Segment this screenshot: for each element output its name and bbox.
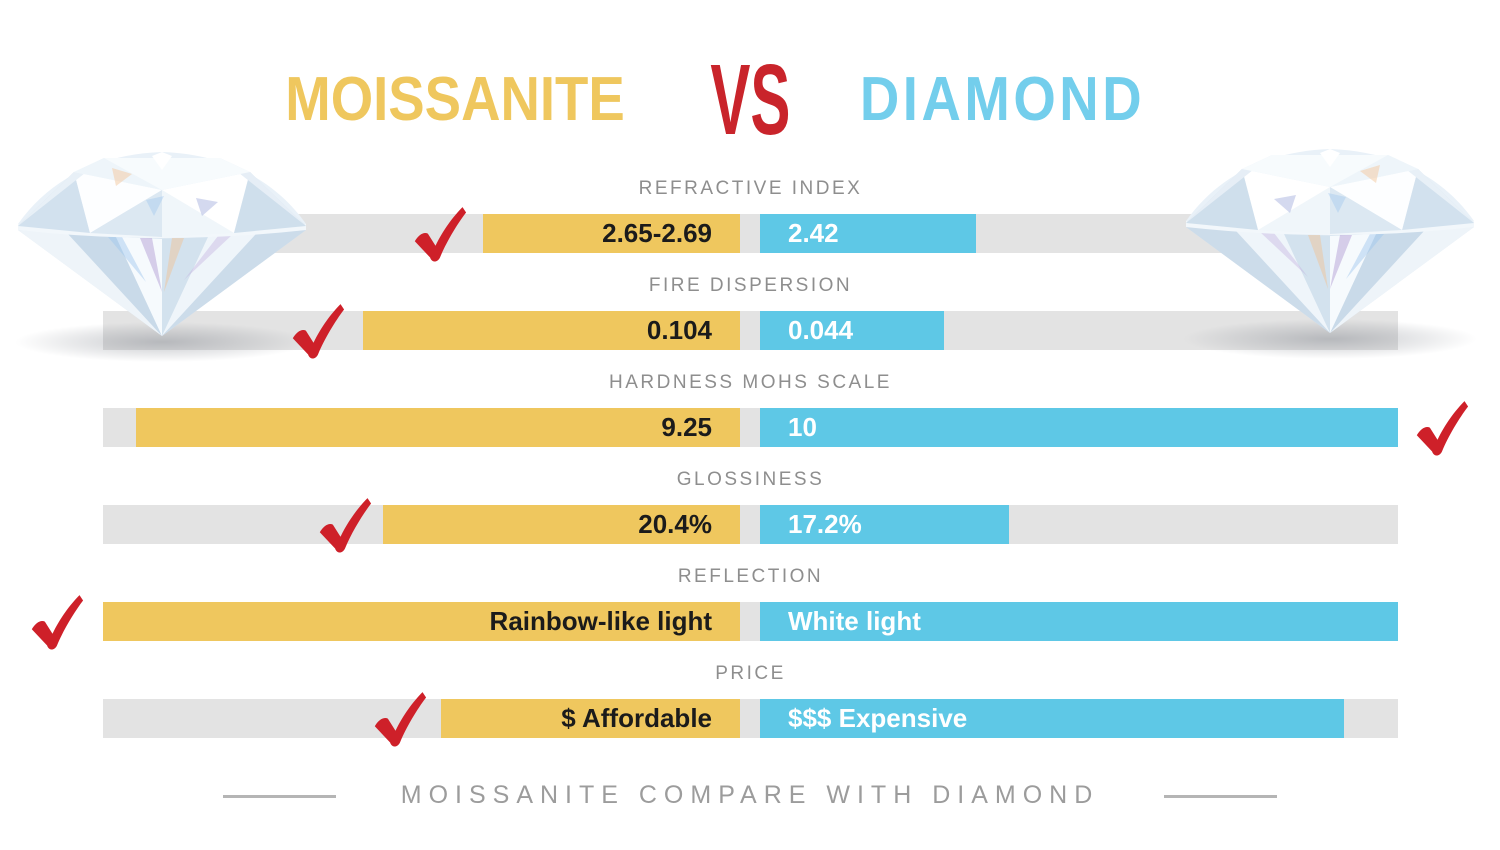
winner-checkmark-icon <box>374 692 427 747</box>
moissanite-value: Rainbow-like light <box>489 606 712 636</box>
winner-checkmark-icon <box>414 207 467 262</box>
moissanite-value-bar: 0.104 <box>363 311 740 350</box>
diamond-value: 17.2% <box>788 509 862 539</box>
moissanite-value: 0.104 <box>646 315 712 345</box>
moissanite-value-bar: 9.25 <box>136 408 740 447</box>
category-label: REFRACTIVE INDEX <box>638 178 863 199</box>
diamond-value-bar: 2.42 <box>760 214 976 253</box>
moissanite-value: 2.65-2.69 <box>602 218 712 248</box>
comparison-row: FIRE DISPERSION 0.104 0.044 <box>103 275 1398 359</box>
comparison-row: PRICE $ Affordable $$$ Expensive <box>103 663 1398 747</box>
category-label: GLOSSINESS <box>676 469 825 490</box>
diamond-value-bar: White light <box>760 602 1398 641</box>
moissanite-value: $ Affordable <box>561 703 712 733</box>
bar-track: $ Affordable $$$ Expensive <box>103 692 1398 747</box>
category-label: REFLECTION <box>677 566 824 587</box>
diamond-gem-photo <box>1176 137 1484 363</box>
comparison-row: REFLECTION Rainbow-like light White ligh… <box>31 566 1398 650</box>
category-label: FIRE DISPERSION <box>648 275 853 296</box>
winner-checkmark-icon <box>1416 401 1469 456</box>
bar-track: 9.25 10 <box>103 401 1469 456</box>
bar-track: 20.4% 17.2% <box>103 498 1398 553</box>
diamond-value-bar: 0.044 <box>760 311 944 350</box>
diamond-value-bar: 17.2% <box>760 505 1009 544</box>
diamond-value: 2.42 <box>788 218 839 248</box>
footer-divider-right <box>1164 795 1277 798</box>
diamond-value: 10 <box>788 412 817 442</box>
bar-track: 0.104 0.044 <box>103 304 1398 359</box>
moissanite-value-bar: 2.65-2.69 <box>483 214 740 253</box>
diamond-value: 0.044 <box>788 315 854 345</box>
moissanite-value-bar: Rainbow-like light <box>103 602 740 641</box>
winner-checkmark-icon <box>319 498 372 553</box>
title-vs: VS <box>710 44 791 156</box>
comparison-row: GLOSSINESS 20.4% 17.2% <box>103 469 1398 553</box>
diamond-value-bar: $$$ Expensive <box>760 699 1344 738</box>
diamond-value-bar: 10 <box>760 408 1398 447</box>
bar-track: Rainbow-like light White light <box>31 595 1398 650</box>
comparison-row: REFRACTIVE INDEX 2.65-2.69 2.42 <box>103 178 1398 262</box>
moissanite-value: 20.4% <box>638 509 712 539</box>
category-label: HARDNESS MOHS SCALE <box>609 372 892 393</box>
moissanite-value: 9.25 <box>661 412 712 442</box>
winner-checkmark-icon <box>31 595 84 650</box>
footer-divider-left <box>223 795 336 798</box>
moissanite-value-bar: 20.4% <box>383 505 740 544</box>
comparison-row: HARDNESS MOHS SCALE 9.25 10 <box>103 372 1469 456</box>
title-moissanite: MOISSANITE <box>285 65 625 134</box>
title-diamond: DIAMOND <box>859 65 1146 134</box>
diamond-value: $$$ Expensive <box>788 703 968 733</box>
moissanite-value-bar: $ Affordable <box>441 699 740 738</box>
bar-track: 2.65-2.69 2.42 <box>103 207 1398 262</box>
diamond-value: White light <box>788 606 921 636</box>
footer-caption: MOISSANITE COMPARE WITH DIAMOND <box>400 781 1100 809</box>
moissanite-gem-photo <box>8 140 316 366</box>
category-label: PRICE <box>715 663 786 684</box>
